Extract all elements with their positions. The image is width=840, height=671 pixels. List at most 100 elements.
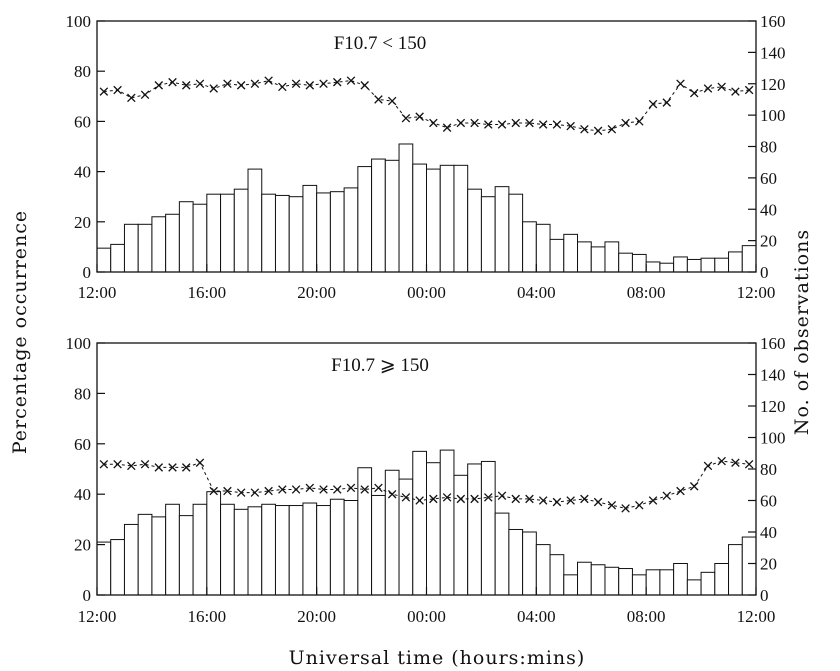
bar-43 — [686, 579, 702, 596]
bar-24 — [426, 462, 441, 596]
bar-38 — [618, 568, 633, 596]
observation-marker-29 — [497, 120, 507, 129]
panel-title: F10.7 < 150 — [334, 33, 427, 54]
bar-31 — [522, 221, 537, 273]
bar-35 — [577, 241, 592, 273]
bar-19 — [357, 467, 373, 596]
y2-tick-label-100: 100 — [760, 106, 786, 125]
observation-marker-9 — [223, 79, 232, 89]
y2-tick-label-120: 120 — [760, 75, 786, 94]
bar-7 — [192, 503, 208, 596]
bar-44 — [700, 571, 716, 596]
bar-28 — [480, 196, 496, 273]
bar-38 — [618, 252, 633, 273]
bar-2 — [123, 223, 139, 273]
observation-marker-2 — [127, 461, 136, 471]
bar-25 — [439, 449, 455, 596]
bar-15 — [302, 502, 318, 596]
bar-37 — [604, 566, 620, 596]
bar-6 — [178, 515, 194, 596]
bar-26 — [453, 164, 469, 273]
bar-45 — [714, 563, 730, 596]
observation-marker-25 — [442, 493, 452, 502]
observation-marker-34 — [566, 496, 575, 505]
observations-line — [103, 460, 750, 509]
observation-marker-14 — [291, 79, 301, 89]
observation-marker-9 — [223, 486, 232, 496]
bar-42 — [673, 256, 688, 273]
bar-47 — [741, 245, 757, 273]
bar-20 — [371, 494, 386, 596]
bar-18 — [343, 500, 359, 596]
observation-marker-22 — [401, 493, 411, 502]
x-tick-label-0: 12:00 — [78, 607, 117, 626]
observation-marker-47 — [744, 85, 754, 95]
bar-13 — [274, 505, 290, 596]
bar-8 — [206, 193, 222, 273]
bar-40 — [645, 569, 661, 596]
bar-43 — [686, 258, 702, 273]
bar-2 — [123, 523, 139, 596]
observation-marker-43 — [689, 88, 699, 98]
bar-39 — [631, 253, 647, 273]
observation-marker-27 — [470, 118, 479, 128]
observation-marker-28 — [484, 120, 493, 129]
y2-tick-label-80: 80 — [760, 460, 777, 479]
bar-5 — [165, 213, 180, 273]
x-tick-label-6: 12:00 — [737, 607, 776, 626]
bar-0 — [96, 247, 112, 273]
bar-32 — [535, 223, 551, 273]
panel-title: F10.7 ⩾ 150 — [331, 355, 429, 376]
x-tick-label-1: 16:00 — [187, 607, 226, 626]
observation-marker-35 — [580, 494, 589, 504]
observation-marker-10 — [236, 488, 246, 497]
observation-marker-26 — [456, 118, 466, 128]
observation-marker-43 — [689, 482, 699, 491]
y2-tick-label-140: 140 — [760, 43, 786, 62]
y-tick-label-100: 100 — [66, 12, 92, 31]
observation-marker-22 — [401, 114, 411, 123]
x-axis-label: Universal time (hours:mins) — [289, 647, 586, 669]
y-tick-label-60: 60 — [74, 435, 91, 454]
y-tick-label-60: 60 — [74, 112, 91, 131]
x-tick-label-6: 12:00 — [737, 283, 776, 302]
observation-marker-0 — [99, 460, 109, 469]
x-tick-label-0: 12:00 — [78, 283, 117, 302]
observation-marker-41 — [662, 491, 672, 501]
bar-14 — [288, 505, 304, 596]
bar-9 — [220, 193, 235, 273]
observation-marker-37 — [607, 500, 617, 510]
y2-tick-label-60: 60 — [760, 492, 777, 511]
observation-marker-10 — [236, 81, 246, 90]
observation-marker-45 — [717, 82, 726, 92]
bar-15 — [302, 184, 318, 273]
y-tick-label-20: 20 — [74, 536, 91, 555]
bar-30 — [508, 193, 524, 273]
bar-27 — [467, 188, 482, 273]
observation-marker-12 — [264, 76, 273, 85]
observation-markers — [99, 456, 754, 513]
observation-marker-21 — [387, 489, 397, 499]
observation-marker-20 — [374, 95, 383, 104]
bar-16 — [316, 192, 331, 273]
observation-marker-0 — [99, 87, 109, 96]
bar-22 — [398, 143, 414, 273]
bar-29 — [494, 186, 510, 273]
bar-33 — [549, 238, 565, 273]
bar-10 — [233, 508, 249, 596]
bars — [96, 143, 757, 273]
observation-marker-16 — [319, 79, 328, 89]
observation-marker-18 — [346, 483, 356, 493]
x-tick-label-2: 20:00 — [297, 283, 336, 302]
observation-marker-42 — [676, 486, 685, 496]
observation-marker-4 — [154, 463, 164, 472]
observation-marker-47 — [744, 460, 754, 469]
bar-28 — [480, 460, 496, 596]
observation-marker-44 — [703, 461, 713, 471]
bar-16 — [316, 505, 331, 596]
bar-0 — [96, 541, 112, 596]
observation-marker-26 — [456, 494, 466, 504]
bar-12 — [261, 503, 276, 596]
bar-19 — [357, 166, 373, 273]
